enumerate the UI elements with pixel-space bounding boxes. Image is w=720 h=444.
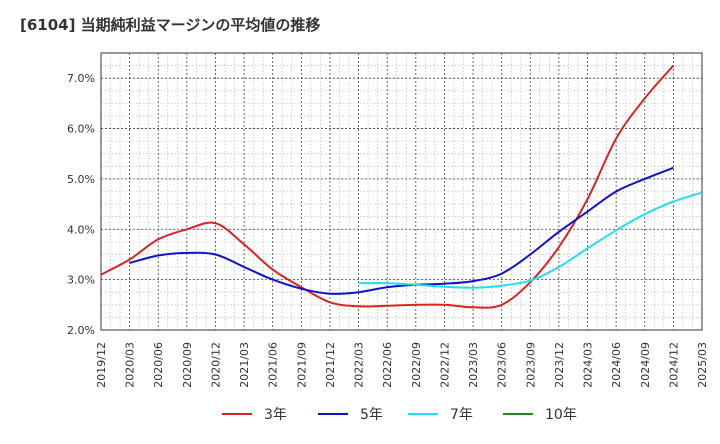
x-tick-label: 2024/06 [610,342,623,388]
x-tick-label: 2023/09 [524,342,537,388]
y-tick-label: 4.0% [67,223,95,236]
chart-title: [6104] 当期純利益マージンの平均値の推移 [20,16,321,34]
x-tick-label: 2021/06 [267,342,280,388]
x-tick-label: 2020/12 [209,342,222,388]
y-tick-label: 2.0% [67,324,95,337]
x-tick-label: 2021/12 [324,342,337,388]
plot-background [101,53,702,330]
x-tick-label: 2021/09 [295,342,308,388]
axes: 2019/12 2020/03 2020/06 2020/09 2020/12 2021/… [67,52,709,388]
series-line-2 [129,166,674,295]
series-lines [100,64,703,309]
x-tick-label: 2024/09 [639,342,652,388]
x-tick-label: 2024/12 [667,342,680,388]
x-tick-label: 2019/12 [95,342,108,388]
x-tick-label: 2020/09 [181,342,194,388]
x-tick-label: 2023/06 [496,342,509,388]
legend: 3年 5年 7年 10年 [222,407,577,423]
x-tick-label: 2020/06 [152,342,165,388]
x-tick-label: 2024/03 [582,342,595,388]
x-tick-label: 2022/06 [381,342,394,388]
x-tick-label: 2023/03 [467,342,480,388]
y-tick-label: 7.0% [67,72,95,85]
series-line-1 [100,64,675,309]
grid-lines [100,53,703,331]
legend-label-4: 10年 [545,407,577,423]
x-tick-label: 2025/03 [696,342,709,388]
legend-label-2: 5年 [360,407,383,423]
y-tick-label: 3.0% [67,274,95,287]
x-tick-label: 2022/12 [438,342,451,388]
x-tick-label: 2022/03 [353,342,366,388]
x-tick-label: 2023/12 [553,342,566,388]
x-tick-label: 2020/03 [124,342,137,388]
plot-frame [100,52,703,331]
legend-label-1: 3年 [264,407,287,423]
y-tick-label: 5.0% [67,173,95,186]
x-tick-label: 2022/09 [410,342,423,388]
series-line-3 [358,191,703,289]
y-tick-label: 6.0% [67,123,95,136]
x-tick-label: 2021/03 [238,342,251,388]
legend-label-3: 7年 [450,407,473,423]
